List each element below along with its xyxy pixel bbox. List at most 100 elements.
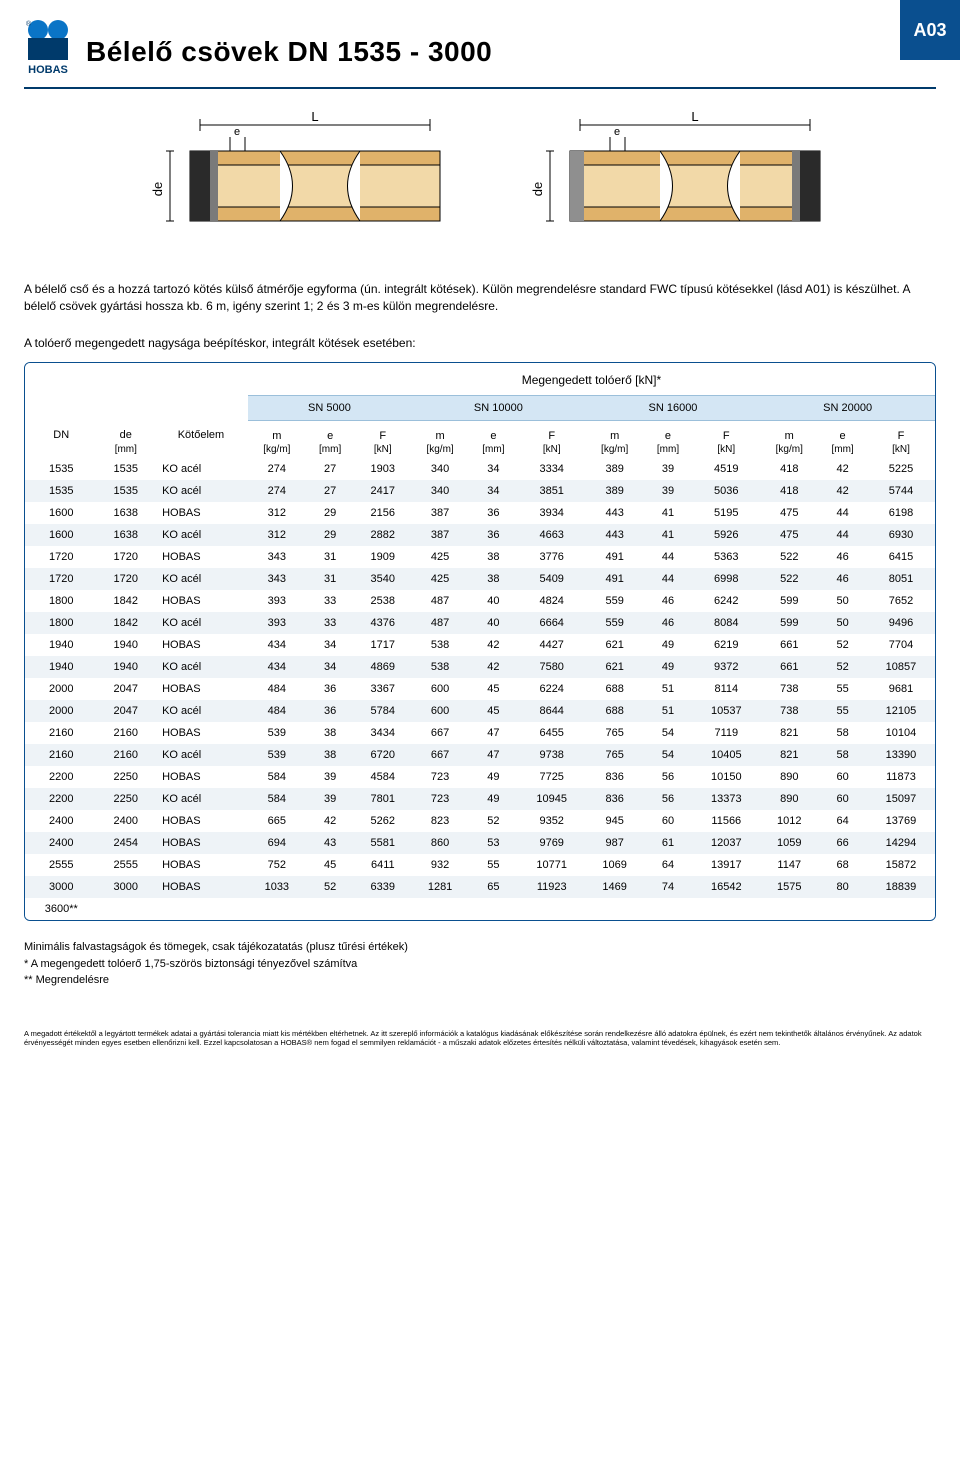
table-cell: 16542 <box>692 876 760 898</box>
table-cell: 600 <box>411 678 469 700</box>
table-cell: 484 <box>248 678 306 700</box>
col-header: e[mm] <box>306 420 355 458</box>
table-cell: KO acél <box>154 612 248 634</box>
table-cell: 18839 <box>867 876 935 898</box>
table-cell: 1720 <box>25 568 98 590</box>
table-cell <box>98 898 155 920</box>
table-cell: 11923 <box>518 876 586 898</box>
table-cell: 51 <box>644 678 693 700</box>
table-cell: 60 <box>818 766 867 788</box>
table-cell: 393 <box>248 612 306 634</box>
table-cell: 46 <box>644 612 693 634</box>
table-cell: 44 <box>818 524 867 546</box>
table-cell: HOBAS <box>154 502 248 524</box>
table-cell: 389 <box>586 458 644 480</box>
table-cell: 434 <box>248 634 306 656</box>
svg-text:®: ® <box>26 20 32 28</box>
table-cell: 932 <box>411 854 469 876</box>
sn-group-header: SN 10000 <box>411 395 586 420</box>
svg-text:HOBAS: HOBAS <box>28 64 68 76</box>
table-cell <box>411 898 469 920</box>
table-cell: 821 <box>760 744 818 766</box>
table-cell: 38 <box>306 722 355 744</box>
table-cell: 3000 <box>25 876 98 898</box>
table-cell: 2160 <box>25 744 98 766</box>
table-row: 22002250HOBAS584394584723497725836561015… <box>25 766 935 788</box>
table-cell: 45 <box>469 700 518 722</box>
table-cell: 44 <box>644 568 693 590</box>
table-cell: 1842 <box>98 612 155 634</box>
table-cell: HOBAS <box>154 634 248 656</box>
table-cell: 688 <box>586 678 644 700</box>
table-cell <box>867 898 935 920</box>
table-cell: 41 <box>644 502 693 524</box>
disclaimer: A megadott értékektől a legyártott termé… <box>24 1029 936 1047</box>
table-cell: 4584 <box>354 766 411 788</box>
table-cell: KO acél <box>154 744 248 766</box>
table-cell: KO acél <box>154 788 248 810</box>
table-cell: 443 <box>586 502 644 524</box>
table-cell: 13769 <box>867 810 935 832</box>
table-cell: 584 <box>248 788 306 810</box>
col-header: e[mm] <box>818 420 867 458</box>
table-cell: 45 <box>306 854 355 876</box>
table-cell: 42 <box>469 634 518 656</box>
table-cell: 60 <box>818 788 867 810</box>
table-cell: 74 <box>644 876 693 898</box>
table-cell: 387 <box>411 524 469 546</box>
table-cell: 823 <box>411 810 469 832</box>
table-cell: 5036 <box>692 480 760 502</box>
table-row: 15351535KO acél2742719033403433343893945… <box>25 458 935 480</box>
table-cell: 661 <box>760 634 818 656</box>
table-cell: 6198 <box>867 502 935 524</box>
table-row: 19401940HOBAS434341717538424427621496219… <box>25 634 935 656</box>
table-cell: 1940 <box>25 634 98 656</box>
table-cell: 599 <box>760 612 818 634</box>
table-cell: 9769 <box>518 832 586 854</box>
table-cell <box>586 898 644 920</box>
table-cell: 1940 <box>98 656 155 678</box>
table-cell: 274 <box>248 480 306 502</box>
table-cell: 2200 <box>25 766 98 788</box>
table-cell: 4519 <box>692 458 760 480</box>
table-row: 19401940KO acél4343448695384275806214993… <box>25 656 935 678</box>
table-cell: 9681 <box>867 678 935 700</box>
table-cell <box>692 898 760 920</box>
table-cell: 860 <box>411 832 469 854</box>
table-cell: 7580 <box>518 656 586 678</box>
table-cell: 312 <box>248 502 306 524</box>
table-cell: 538 <box>411 634 469 656</box>
hobas-logo-icon: HOBAS ® <box>24 18 72 78</box>
table-cell: 15872 <box>867 854 935 876</box>
table-cell: 7801 <box>354 788 411 810</box>
table-cell: HOBAS <box>154 832 248 854</box>
table-cell: 1638 <box>98 524 155 546</box>
svg-text:e: e <box>234 126 240 138</box>
table-cell: 51 <box>644 700 693 722</box>
table-cell: 723 <box>411 766 469 788</box>
table-cell: KO acél <box>154 568 248 590</box>
table-cell: 5262 <box>354 810 411 832</box>
table-cell: 10405 <box>692 744 760 766</box>
pipe-diagram-right: L e de <box>510 107 830 257</box>
table-cell: 41 <box>644 524 693 546</box>
table-cell <box>818 898 867 920</box>
table-cell: 29 <box>306 502 355 524</box>
table-cell: 1535 <box>98 458 155 480</box>
table-cell: 1575 <box>760 876 818 898</box>
table-cell: 12105 <box>867 700 935 722</box>
col-header: m[kg/m] <box>760 420 818 458</box>
table-cell: 1800 <box>25 590 98 612</box>
table-cell: 34 <box>469 480 518 502</box>
table-cell: 836 <box>586 766 644 788</box>
table-row: 17201720KO acél3433135404253854094914469… <box>25 568 935 590</box>
table-cell: 418 <box>760 480 818 502</box>
table-cell: 6455 <box>518 722 586 744</box>
table-cell: 5409 <box>518 568 586 590</box>
table-cell: 387 <box>411 502 469 524</box>
table-cell: 2555 <box>25 854 98 876</box>
table-cell <box>469 898 518 920</box>
table-cell: 46 <box>818 568 867 590</box>
table-row: 18001842HOBAS393332538487404824559466242… <box>25 590 935 612</box>
table-cell: 621 <box>586 634 644 656</box>
